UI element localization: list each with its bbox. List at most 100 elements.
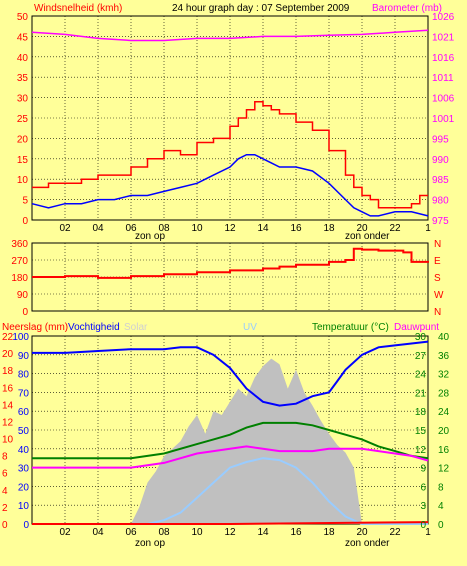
- graph-title: 24 hour graph day : 07 September 2009: [172, 3, 350, 14]
- wind-y-tick-label: 35: [17, 73, 29, 84]
- temperature-y-tick-label: 24: [415, 370, 427, 381]
- barometer-y-tick-label: 1016: [432, 53, 455, 64]
- compass-tick-label: S: [434, 273, 441, 284]
- x-tick-label: 04: [92, 223, 104, 234]
- x-tick-label: 22: [389, 527, 401, 538]
- wind-y-tick-label: 45: [17, 32, 29, 43]
- series-line: [32, 445, 429, 469]
- x-tick-label: 16: [290, 223, 302, 234]
- wind-axis-label: Windsnelheid (kmh): [34, 3, 122, 14]
- rain-y-tick-label: 10: [2, 435, 14, 446]
- rain-y-tick-label: 4: [2, 486, 8, 497]
- direction-series: [32, 247, 429, 279]
- barometer-y-tick-label: 1021: [432, 32, 455, 43]
- temperature-y-tick-label: 0: [420, 520, 426, 531]
- solar-area: [32, 358, 428, 524]
- rain-y-tick-label: 0: [2, 520, 8, 531]
- wind-y-tick-label: 5: [22, 196, 28, 207]
- temperature-y-tick-label: 27: [415, 351, 427, 362]
- direction-y-tick-label: 180: [11, 273, 28, 284]
- series-line: [32, 457, 428, 525]
- wind-y-tick-label: 25: [17, 114, 29, 125]
- temperature-outer-y-tick-label: 36: [438, 351, 450, 362]
- wind-y-tick-label: 40: [17, 53, 29, 64]
- humidity-y-tick-label: 60: [18, 407, 30, 418]
- humidity-y-tick-label: 50: [18, 426, 30, 437]
- wind-tick-labels: 02 04 06 08 10 12 14 16 18 20 22 105101520253035404…: [17, 12, 455, 234]
- wind-y-tick-label: 30: [17, 94, 29, 105]
- humidity-y-tick-label: 30: [18, 464, 30, 475]
- series-line: [32, 247, 429, 279]
- compass-tick-label: W: [434, 290, 444, 301]
- barometer-y-tick-label: 995: [432, 134, 449, 145]
- x-tick-label: 08: [158, 527, 170, 538]
- rain-y-tick-label: 22: [2, 332, 14, 343]
- rain-axis-label: Neerslag (mm): [2, 322, 68, 333]
- temperature-outer-y-tick-label: 24: [438, 407, 450, 418]
- temperature-outer-y-tick-label: 4: [438, 501, 444, 512]
- temperature-outer-y-tick-label: 40: [438, 332, 450, 343]
- wind-series: [31, 29, 429, 217]
- rain-y-tick-label: 14: [2, 400, 14, 411]
- barometer-y-tick-label: 980: [432, 196, 449, 207]
- wind-grid: [32, 16, 428, 220]
- temperature-outer-y-tick-label: 28: [438, 388, 450, 399]
- temperature-y-tick-label: 18: [415, 407, 427, 418]
- rain-y-tick-label: 18: [2, 366, 14, 377]
- x-tick-label: 12: [224, 527, 236, 538]
- temperature-y-tick-label: 30: [415, 332, 427, 343]
- wind-y-tick-label: 10: [17, 175, 29, 186]
- barometer-y-tick-label: 1026: [432, 12, 455, 23]
- x-tick-label: 10: [191, 527, 203, 538]
- rain-y-tick-label: 8: [2, 452, 8, 463]
- sunset-label-bottom: zon onder: [345, 538, 390, 549]
- temperature-y-tick-label: 3: [420, 501, 426, 512]
- barometer-y-tick-label: 985: [432, 175, 449, 186]
- barometer-y-tick-label: 1001: [432, 114, 455, 125]
- rain-y-tick-label: 20: [2, 349, 14, 360]
- humidity-y-tick-label: 100: [12, 332, 29, 343]
- temperature-outer-y-tick-label: 12: [438, 464, 450, 475]
- humidity-y-tick-label: 40: [18, 445, 30, 456]
- barometer-axis-label: Barometer (mb): [372, 3, 442, 14]
- solar-axis-label: Solar: [124, 322, 148, 333]
- series-line: [32, 100, 428, 209]
- wind-panel: 02 04 06 08 10 12 14 16 18 20 22 105101520253035404…: [17, 12, 455, 234]
- barometer-y-tick-label: 975: [432, 216, 449, 227]
- temperature-outer-y-tick-label: 16: [438, 445, 450, 456]
- sunrise-label-bottom: zon op: [135, 538, 165, 549]
- temperature-y-tick-label: 21: [415, 388, 427, 399]
- temperature-outer-y-tick-label: 0: [438, 520, 444, 531]
- temperature-y-tick-label: 12: [415, 445, 427, 456]
- compass-tick-label: E: [434, 256, 441, 267]
- humidity-y-tick-label: 0: [23, 520, 29, 531]
- temperature-y-tick-label: 6: [420, 482, 426, 493]
- humidity-y-tick-label: 10: [18, 501, 30, 512]
- series-line: [31, 29, 429, 42]
- x-tick-label: 1: [425, 527, 431, 538]
- rain-y-tick-label: 6: [2, 469, 8, 480]
- x-tick-label: 10: [191, 223, 203, 234]
- sunrise-label: zon op: [135, 231, 165, 242]
- x-tick-label: 18: [323, 223, 335, 234]
- compass-tick-label: N: [434, 239, 441, 250]
- humidity-temp-panel: 02 04 06 08 10 12 14 16 18 20 22 102468101214161820…: [2, 332, 450, 538]
- wind-y-tick-label: 20: [17, 134, 29, 145]
- temperature-y-tick-label: 15: [415, 426, 427, 437]
- rain-y-tick-label: 2: [2, 503, 8, 514]
- dewpoint-axis-label: Dauwpunt: [394, 322, 439, 333]
- wind-y-tick-label: 15: [17, 155, 29, 166]
- direction-y-tick-label: 270: [11, 256, 28, 267]
- x-tick-label: 20: [356, 223, 368, 234]
- x-tick-label: 16: [290, 527, 302, 538]
- rain-y-tick-label: 12: [2, 417, 14, 428]
- humidity-y-tick-label: 70: [18, 388, 30, 399]
- barometer-y-tick-label: 1011: [432, 73, 454, 84]
- humidity-tick-labels: 02 04 06 08 10 12 14 16 18 20 22 102468101214161820…: [2, 332, 450, 538]
- sunset-label: zon onder: [345, 231, 390, 242]
- direction-y-tick-label: 90: [17, 290, 29, 301]
